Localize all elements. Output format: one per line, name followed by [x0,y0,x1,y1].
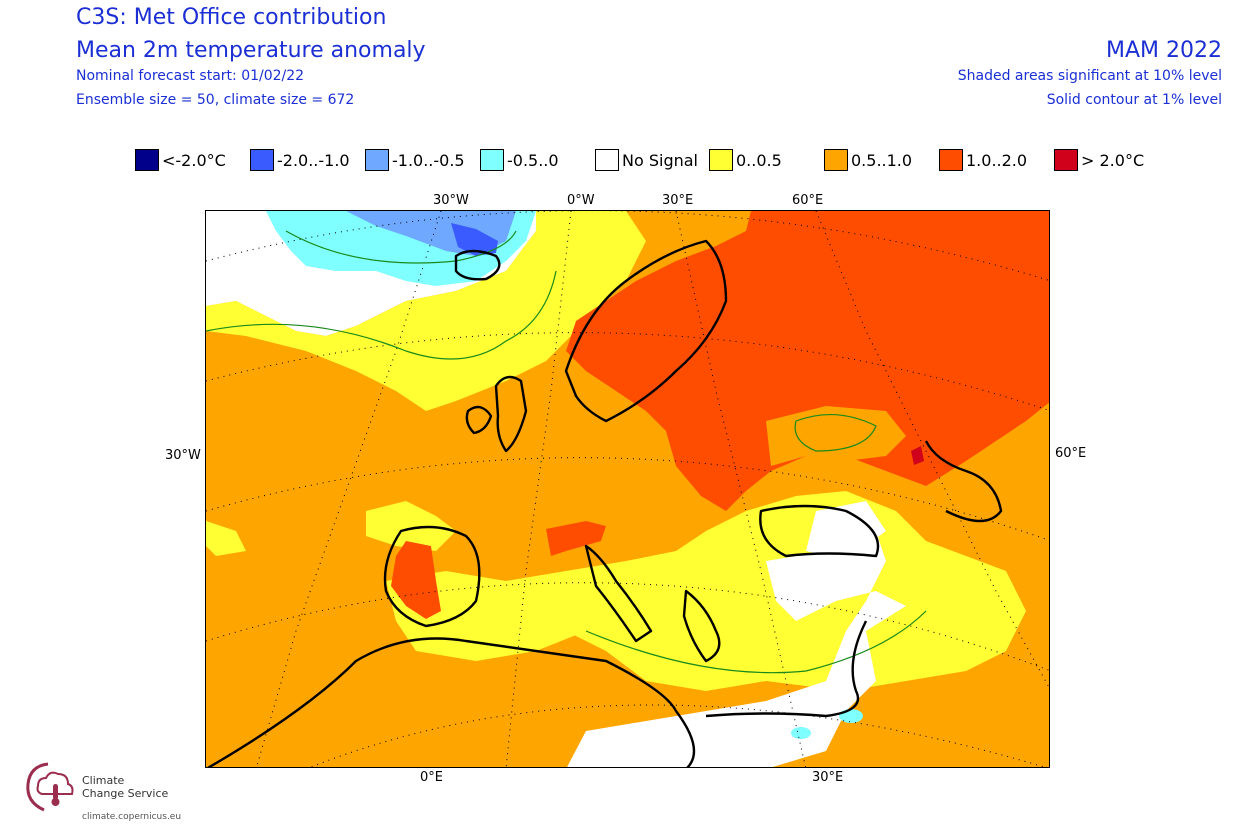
legend-item: 0..0.5 [709,148,782,172]
axis-label-top-60e: 60°E [792,193,824,208]
legend-item: 0.5..1.0 [824,148,912,172]
significance-note-1: Shaded areas significant at 10% level [957,68,1222,84]
region-red-alps [546,521,606,556]
logo-line-2: Change Service [82,787,169,800]
legend-label: 0..0.5 [736,150,782,170]
legend-swatch [365,149,389,171]
chart-subtitle: Mean 2m temperature anomaly [76,38,426,63]
legend-label: <-2.0°C [162,150,226,170]
region-yellow-west [206,521,246,556]
meridian-60e [815,211,1049,689]
coastlines [207,239,1003,767]
legend-label: > 2.0°C [1081,150,1145,170]
legend-label: 1.0..2.0 [966,150,1028,170]
axis-label-top-30e: 30°E [662,193,694,208]
region-red-northeast [566,211,1049,511]
legend-swatch [1054,149,1078,171]
season-label: MAM 2022 [1106,38,1222,63]
legend-item: 1.0..2.0 [939,148,1027,172]
region-darkred-east [911,446,924,465]
legend: <-2.0°C -2.0..-1.0 -1.0..-0.5 -0.5..0 No… [0,148,1245,174]
ensemble-size: Ensemble size = 50, climate size = 672 [76,92,355,108]
contour-atlantic [206,270,557,360]
significance-contours [206,230,927,674]
coast-italy [584,544,653,643]
region-no-signal-eastmed [567,531,906,767]
region-yellow-atlantic [206,211,646,411]
axis-label-bottom-0e: 0°E [420,770,443,785]
parallel-50n [206,457,1049,541]
axis-label-bottom-30e: 30°E [812,770,844,785]
legend-item: -1.0..-0.5 [365,148,465,172]
legend-swatch [595,149,619,171]
legend-swatch [824,149,848,171]
legend-label: No Signal [622,150,698,170]
coast-caspian [924,440,1003,523]
legend-label: -2.0..-1.0 [277,150,350,170]
contour-north [285,230,517,264]
coast-britain [494,375,528,453]
coast-scandinavia [564,239,728,423]
region-no-signal-turkey [806,501,886,561]
legend-item: -2.0..-1.0 [250,148,350,172]
legend-item: No Signal [595,148,698,172]
coast-north-africa [207,637,696,767]
legend-item: -0.5..0 [480,148,559,172]
legend-swatch [709,149,733,171]
coast-iberia [383,525,481,628]
coast-iceland [454,249,501,281]
parallel-30n [309,704,1046,767]
legend-label: -0.5..0 [507,150,559,170]
contour-med [585,610,927,674]
chart-title: C3S: Met Office contribution [76,5,387,30]
axis-label-top-30w: 30°W [433,193,469,208]
legend-swatch [135,149,159,171]
axis-label-left-30w: 30°W [165,448,201,463]
legend-swatch [250,149,274,171]
meridian-30w [256,211,442,767]
legend-swatch [939,149,963,171]
coast-greece [682,589,721,663]
coast-black-sea [759,504,880,558]
forecast-start: Nominal forecast start: 01/02/22 [76,68,305,84]
axis-label-right-60e: 60°E [1055,446,1087,461]
legend-label: -1.0..-0.5 [392,150,465,170]
meridian-0 [505,211,572,767]
coast-ireland [465,405,493,435]
contour-russia [794,414,877,452]
significance-note-2: Solid contour at 1% level [1046,92,1222,108]
map-svg [206,211,1049,767]
anomaly-map [205,210,1050,768]
region-cyan-spot-1 [839,709,863,723]
graticule [206,211,1049,767]
region-cyan-spot-2 [791,727,811,739]
logo-line-1: Climate [82,774,125,787]
parallel-40n [206,582,1049,671]
copernicus-logo: Climate Change Service climate.copernicu… [20,758,200,822]
logo-url: climate.copernicus.eu [82,812,182,822]
thermometer-cloud-icon [26,762,74,812]
axis-label-top-0w: 0°W [567,193,595,208]
coast-egypt-levant [705,620,868,718]
legend-item: > 2.0°C [1054,148,1144,172]
region-orange-russia [766,406,906,466]
legend-label: 0.5..1.0 [851,150,913,170]
legend-swatch [480,149,504,171]
region-blue-north [451,223,498,256]
region-yellow-iberia-west [366,501,456,551]
region-red-iberia [391,541,441,619]
legend-item: <-2.0°C [135,148,226,172]
